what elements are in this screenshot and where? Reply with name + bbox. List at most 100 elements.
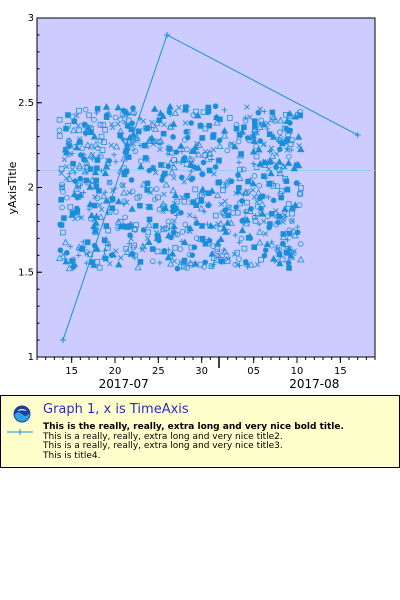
- scatter-point: [61, 238, 70, 246]
- scatter-point: [265, 120, 271, 127]
- chart: 1 1.5 2 2.5 3 15 20 25 30 05 10 15 2017-07 2017-08 yA…: [6, 13, 376, 391]
- scatter-point: [178, 174, 185, 181]
- series-title-1: This is the really, really, extra long a…: [43, 422, 344, 432]
- scatter-point: [65, 151, 72, 158]
- noaa-logo-icon: [13, 405, 31, 423]
- scatter-point: [222, 198, 228, 205]
- scatter-point: [130, 105, 136, 111]
- scatter-point: [283, 125, 290, 132]
- scatter-point: [222, 178, 231, 186]
- x-group-label: 2017-07: [99, 377, 149, 391]
- scatter-point: [68, 211, 76, 218]
- scatter-point: [66, 143, 73, 150]
- scatter-point: [226, 115, 233, 121]
- scatter-point: [242, 215, 248, 221]
- scatter-point: [205, 202, 212, 209]
- scatter-point: [189, 175, 196, 182]
- scatter-point: [84, 141, 92, 148]
- scatter-point: [116, 222, 125, 230]
- scatter-point: [212, 103, 219, 110]
- scatter-point: [297, 255, 305, 263]
- scatter-point: [72, 216, 78, 222]
- scatter-point: [128, 126, 135, 133]
- scatter-point: [131, 226, 138, 232]
- scatter-point: [211, 171, 217, 177]
- scatter-point: [214, 246, 221, 252]
- scatter-point: [104, 159, 112, 166]
- scatter-point: [106, 179, 113, 186]
- scatter-point: [171, 175, 177, 181]
- scatter-point: [161, 162, 168, 168]
- scatter-point: [261, 252, 268, 259]
- scatter-point: [90, 261, 98, 268]
- scatter-point: [137, 202, 143, 209]
- scatter-point: [121, 137, 127, 143]
- scatter-point: [213, 191, 222, 199]
- scatter-point: [268, 152, 277, 159]
- scatter-point: [59, 181, 65, 188]
- scatter-point: [285, 201, 292, 207]
- scatter-point: [71, 263, 77, 269]
- scatter-point: [74, 194, 81, 201]
- scatter-point: [162, 224, 171, 231]
- scatter-point: [190, 112, 197, 118]
- scatter-point: [84, 260, 90, 266]
- x-tick-label: 15: [334, 366, 347, 377]
- scatter-point: [198, 198, 204, 204]
- scatter-point: [97, 121, 104, 128]
- scatter-point: [288, 218, 295, 224]
- scatter-point: [179, 148, 185, 155]
- scatter-point: [210, 147, 217, 153]
- scatter-point: [290, 164, 298, 172]
- scatter-point: [212, 164, 219, 170]
- scatter-point: [251, 244, 258, 251]
- scatter-point: [75, 243, 83, 250]
- scatter-point: [266, 157, 275, 165]
- scatter-point: [145, 221, 153, 229]
- y-tick-label: 3: [28, 13, 34, 24]
- scatter-point: [105, 244, 111, 251]
- scatter-point: [271, 118, 278, 124]
- scatter-point: [236, 174, 244, 181]
- scatter-point: [233, 204, 239, 211]
- scatter-point: [188, 147, 196, 154]
- scatter-point: [153, 186, 160, 192]
- scatter-point: [214, 248, 220, 255]
- scatter-point: [213, 114, 220, 121]
- scatter-point: [116, 167, 125, 174]
- scatter-point: [181, 179, 187, 185]
- scatter-point: [58, 196, 64, 203]
- scatter-point: [184, 146, 190, 153]
- x-tick-label: 25: [152, 366, 165, 377]
- x-tick-label: 10: [291, 366, 304, 377]
- scatter-point: [91, 168, 100, 176]
- scatter-point: [235, 172, 241, 178]
- scatter-point: [151, 105, 159, 112]
- scatter-point: [137, 259, 144, 265]
- scatter-point: [78, 244, 86, 251]
- scatter-point: [64, 249, 70, 256]
- scatter-point: [109, 124, 116, 131]
- scatter-point: [286, 113, 293, 119]
- scatter-point: [71, 118, 78, 125]
- scatter-point: [270, 197, 277, 204]
- scatter-point: [114, 218, 123, 225]
- scatter-point: [274, 183, 281, 189]
- scatter-point: [284, 159, 293, 166]
- scatter-point: [105, 242, 112, 248]
- scatter-point: [173, 212, 180, 218]
- scatter-point: [91, 202, 98, 209]
- scatter-point: [63, 125, 69, 132]
- scatter-point: [171, 191, 180, 199]
- scatter-point: [134, 263, 142, 271]
- scatter-point: [216, 157, 222, 164]
- scatter-point: [96, 153, 102, 159]
- scatter-point: [72, 170, 78, 176]
- scatter-point: [176, 104, 182, 111]
- x-tick-label: 20: [109, 366, 122, 377]
- scatter-point: [57, 221, 63, 228]
- x-group-label: 2017-08: [289, 377, 339, 391]
- scatter-point: [192, 214, 198, 221]
- scatter-point: [144, 235, 151, 242]
- scatter-point: [56, 133, 63, 139]
